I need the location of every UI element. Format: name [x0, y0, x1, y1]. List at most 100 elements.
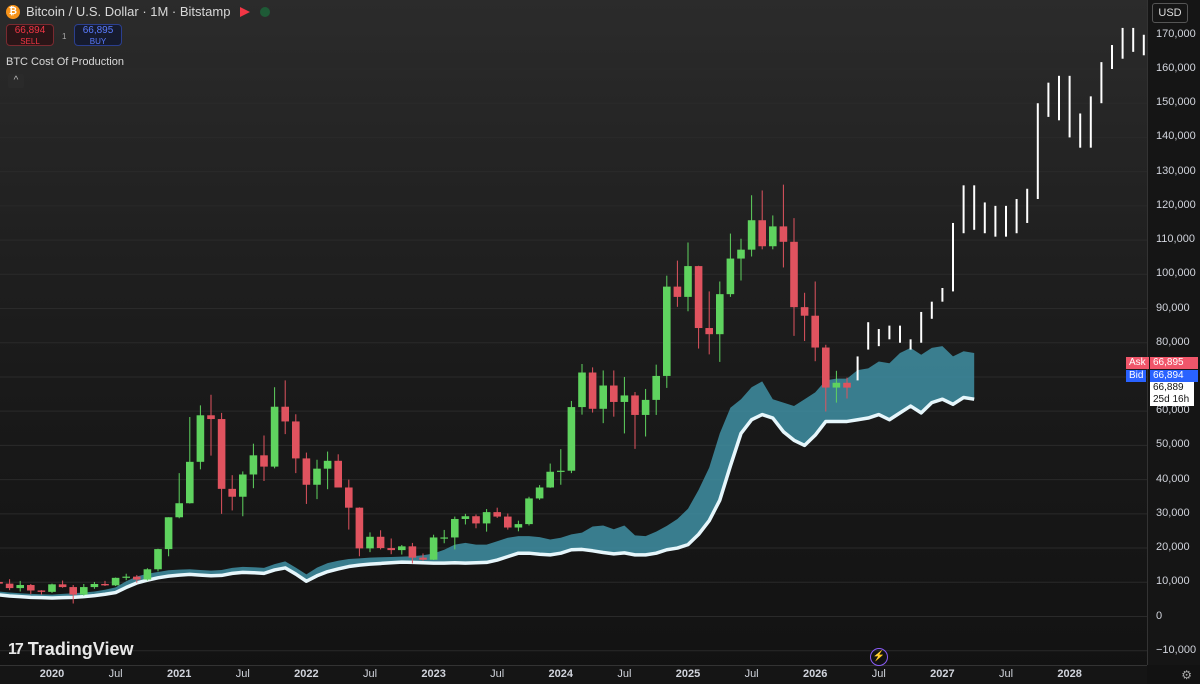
candle[interactable]: [27, 583, 35, 595]
candle[interactable]: [249, 443, 258, 489]
candle[interactable]: [737, 238, 745, 281]
candle[interactable]: [16, 580, 24, 592]
candle-body: [599, 385, 607, 409]
candle[interactable]: [186, 416, 194, 504]
candle[interactable]: [292, 414, 300, 474]
candle[interactable]: [599, 370, 607, 424]
candle[interactable]: [164, 517, 173, 557]
candle[interactable]: [345, 479, 353, 530]
candle[interactable]: [620, 376, 629, 434]
candle[interactable]: [641, 388, 650, 437]
candle[interactable]: [143, 568, 152, 581]
price-axis[interactable]: −10,000 0 10,000 20,000 30,000 40,000 50,000 60…: [1147, 0, 1200, 665]
candle[interactable]: [48, 583, 56, 593]
candle[interactable]: [843, 377, 851, 399]
candle[interactable]: [747, 195, 756, 257]
candle[interactable]: [588, 367, 597, 413]
candle[interactable]: [567, 400, 576, 474]
candle[interactable]: [758, 190, 766, 250]
candle[interactable]: [504, 513, 512, 530]
candle[interactable]: [175, 473, 183, 519]
candle[interactable]: [822, 344, 830, 412]
candle[interactable]: [514, 520, 523, 532]
candle[interactable]: [154, 548, 162, 572]
candle[interactable]: [493, 507, 501, 518]
candle[interactable]: [111, 577, 120, 587]
candle[interactable]: [790, 218, 798, 336]
candle[interactable]: [440, 529, 448, 544]
candle[interactable]: [207, 394, 215, 456]
candle[interactable]: [546, 463, 554, 488]
candle[interactable]: [313, 459, 321, 500]
candle[interactable]: [260, 435, 268, 481]
candle[interactable]: [779, 184, 788, 268]
candle[interactable]: [122, 573, 130, 581]
candle[interactable]: [726, 233, 735, 297]
flag-icon[interactable]: [240, 6, 251, 17]
buy-price: 66,895: [82, 25, 114, 36]
candle[interactable]: [578, 363, 586, 415]
candle[interactable]: [610, 370, 618, 417]
candle[interactable]: [557, 449, 565, 485]
time-tick-label: 2026: [802, 668, 828, 680]
candle[interactable]: [387, 538, 395, 555]
candle[interactable]: [811, 281, 819, 362]
buy-button[interactable]: 66,895 BUY: [74, 24, 122, 46]
candle[interactable]: [355, 507, 364, 557]
candle[interactable]: [101, 580, 109, 587]
price-chart[interactable]: [0, 0, 1147, 665]
candle[interactable]: [270, 387, 279, 469]
candle[interactable]: [302, 452, 311, 504]
candle[interactable]: [366, 532, 374, 553]
tradingview-logo[interactable]: 17 TradingView: [8, 639, 134, 660]
candle[interactable]: [832, 370, 841, 403]
candle[interactable]: [0, 574, 3, 584]
candle[interactable]: [694, 265, 703, 349]
candle[interactable]: [80, 583, 88, 596]
sell-button[interactable]: 66,894 SELL: [6, 24, 54, 46]
candle[interactable]: [69, 585, 77, 604]
time-axis[interactable]: 2020 Jul 2021 Jul 2022 Jul 2023 Jul 2024 Jul 2025 J…: [0, 665, 1147, 684]
candle[interactable]: [451, 516, 459, 550]
candle[interactable]: [535, 485, 544, 500]
candle[interactable]: [429, 534, 438, 561]
candle[interactable]: [663, 275, 671, 388]
candle[interactable]: [90, 581, 99, 589]
candle[interactable]: [461, 513, 470, 525]
candle[interactable]: [408, 542, 417, 564]
candle[interactable]: [398, 544, 406, 555]
candle[interactable]: [419, 553, 427, 561]
candle[interactable]: [281, 380, 289, 435]
candle[interactable]: [673, 260, 682, 307]
candle[interactable]: [716, 281, 724, 362]
candle[interactable]: [684, 242, 692, 312]
chevron-up-icon[interactable]: ^: [8, 74, 24, 88]
candle[interactable]: [58, 580, 67, 588]
candle[interactable]: [133, 575, 141, 583]
candle[interactable]: [376, 530, 385, 550]
lightning-icon[interactable]: ⚡: [870, 648, 888, 666]
symbol-header[interactable]: ₿ Bitcoin / U.S. Dollar · 1M · Bitstamp: [6, 4, 271, 19]
candle-body: [0, 581, 3, 584]
candle[interactable]: [239, 471, 247, 517]
candle[interactable]: [5, 579, 14, 591]
candle[interactable]: [482, 509, 491, 532]
candle[interactable]: [769, 215, 777, 250]
candle[interactable]: [705, 291, 713, 355]
currency-selector[interactable]: USD: [1152, 3, 1188, 23]
gear-icon[interactable]: ⚙: [1181, 668, 1192, 682]
candle[interactable]: [631, 392, 639, 449]
candle[interactable]: [37, 590, 46, 595]
candle[interactable]: [196, 405, 205, 470]
candle[interactable]: [525, 496, 533, 526]
indicator-legend[interactable]: BTC Cost Of Production: [6, 56, 124, 68]
candle[interactable]: [472, 514, 480, 529]
candle[interactable]: [334, 454, 342, 488]
candle[interactable]: [217, 412, 226, 514]
candle[interactable]: [228, 475, 236, 511]
candle[interactable]: [323, 451, 332, 490]
candle-body: [90, 583, 99, 588]
candle[interactable]: [652, 364, 660, 415]
candle[interactable]: [800, 292, 809, 342]
